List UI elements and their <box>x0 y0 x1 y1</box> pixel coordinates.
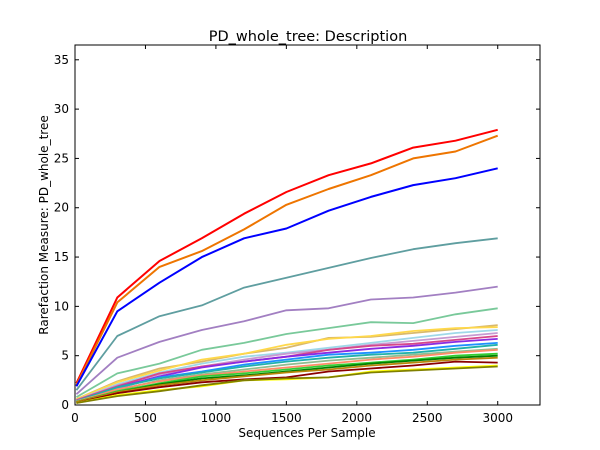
series-line-2 <box>75 134 499 386</box>
y-tick-label: 35 <box>54 53 69 67</box>
y-axis-label: Rarefaction Measure: PD_whole_tree <box>37 115 51 334</box>
y-tick-label: 25 <box>54 151 69 165</box>
series-line-12 <box>76 338 498 402</box>
x-tick-label: 0 <box>71 411 79 425</box>
series-line-6 <box>75 307 498 398</box>
x-tick-label: 1500 <box>271 411 302 425</box>
x-tick-label: 500 <box>134 411 157 425</box>
series-line-16 <box>76 348 498 403</box>
x-axis-label: Sequences Per Sample <box>238 426 375 440</box>
y-tick-label: 30 <box>54 102 69 116</box>
series-line-9 <box>76 329 498 401</box>
series-line-19 <box>76 356 498 403</box>
series-line-22 <box>76 365 498 404</box>
chart-title: PD_whole_tree: Description <box>209 29 408 45</box>
y-tick-label: 20 <box>54 201 69 215</box>
y-tick-label: 10 <box>54 299 69 313</box>
series-layer <box>75 128 499 404</box>
y-tick-label: 0 <box>61 398 69 412</box>
series-line-7 <box>76 324 498 400</box>
tick-layer: 0 500 1000 1500 2000 2500 3000 0 5 10 15 20 25 30 35 <box>54 45 540 425</box>
series-line-20 <box>76 360 498 404</box>
series-line-3 <box>75 167 498 387</box>
series-line-14 <box>76 343 498 402</box>
x-tick-label: 1000 <box>201 411 232 425</box>
y-tick-label: 5 <box>61 349 69 363</box>
y-tick-label: 15 <box>54 250 69 264</box>
series-line-8 <box>76 326 498 400</box>
series-line-4 <box>75 237 498 391</box>
series-line-1 <box>75 128 498 384</box>
x-tick-label: 2000 <box>342 411 373 425</box>
series-line-21 <box>76 364 498 404</box>
x-tick-label: 3000 <box>482 411 513 425</box>
series-line-17 <box>76 352 498 403</box>
plot-frame <box>74 44 541 406</box>
x-tick-label: 2500 <box>412 411 443 425</box>
series-line-5 <box>75 285 498 395</box>
